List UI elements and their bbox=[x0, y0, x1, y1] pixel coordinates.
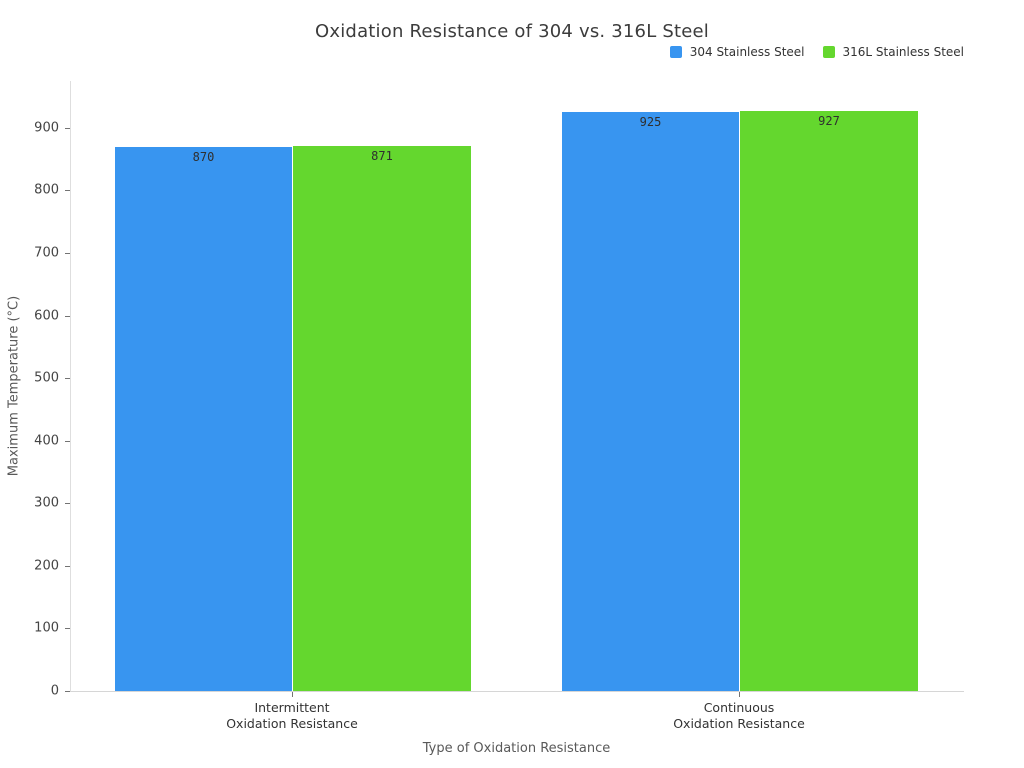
y-tick-mark bbox=[65, 440, 70, 442]
bar-value-label: 870 bbox=[192, 149, 215, 164]
y-tick-mark bbox=[65, 253, 70, 255]
y-tick-label: 600 bbox=[34, 308, 59, 324]
legend: 304 Stainless Steel 316L Stainless Steel bbox=[669, 45, 964, 59]
y-tick-mark bbox=[65, 691, 70, 692]
bar[interactable]: 927 bbox=[740, 111, 918, 691]
y-tick-mark bbox=[65, 315, 70, 317]
y-tick-label: 500 bbox=[34, 370, 59, 386]
bar[interactable]: 870 bbox=[115, 146, 292, 691]
y-tick-label: 900 bbox=[34, 120, 59, 136]
legend-item[interactable]: 304 Stainless Steel bbox=[669, 45, 805, 59]
y-tick-mark bbox=[65, 565, 70, 567]
y-tick-mark bbox=[65, 378, 70, 380]
x-tick-label: Continuous Oxidation Resistance bbox=[673, 700, 805, 731]
legend-item-label: 316L Stainless Steel bbox=[842, 45, 964, 59]
y-tick-label: 0 bbox=[50, 683, 59, 699]
legend-swatch-icon bbox=[669, 46, 682, 58]
x-tick-mark bbox=[292, 692, 293, 697]
plot-area: 870 925 871 927 bbox=[70, 81, 964, 692]
x-tick-label: Intermittent Oxidation Resistance bbox=[226, 700, 358, 731]
bar[interactable]: 925 bbox=[562, 112, 739, 691]
bar-value-label: 927 bbox=[818, 114, 840, 129]
y-tick-mark bbox=[65, 503, 70, 505]
y-tick-mark bbox=[65, 190, 70, 192]
legend-swatch-icon bbox=[822, 46, 835, 58]
x-axis-title: Type of Oxidation Resistance bbox=[422, 741, 611, 756]
y-tick-label: 700 bbox=[34, 245, 59, 261]
y-tick-mark bbox=[65, 127, 70, 129]
bar-value-label: 871 bbox=[371, 149, 393, 164]
chart-title: Oxidation Resistance of 304 vs. 316L Ste… bbox=[315, 21, 709, 42]
bar-value-label: 925 bbox=[639, 115, 662, 130]
x-tick-mark bbox=[739, 692, 740, 697]
legend-item[interactable]: 316L Stainless Steel bbox=[822, 45, 964, 59]
y-tick-label: 800 bbox=[34, 182, 59, 198]
legend-item-label: 304 Stainless Steel bbox=[689, 45, 805, 59]
y-tick-label: 200 bbox=[34, 558, 59, 574]
y-tick-label: 300 bbox=[34, 495, 59, 511]
y-tick-mark bbox=[65, 628, 70, 630]
y-tick-label: 100 bbox=[34, 620, 59, 636]
y-tick-label: 400 bbox=[34, 433, 59, 449]
bar[interactable]: 871 bbox=[293, 146, 471, 691]
